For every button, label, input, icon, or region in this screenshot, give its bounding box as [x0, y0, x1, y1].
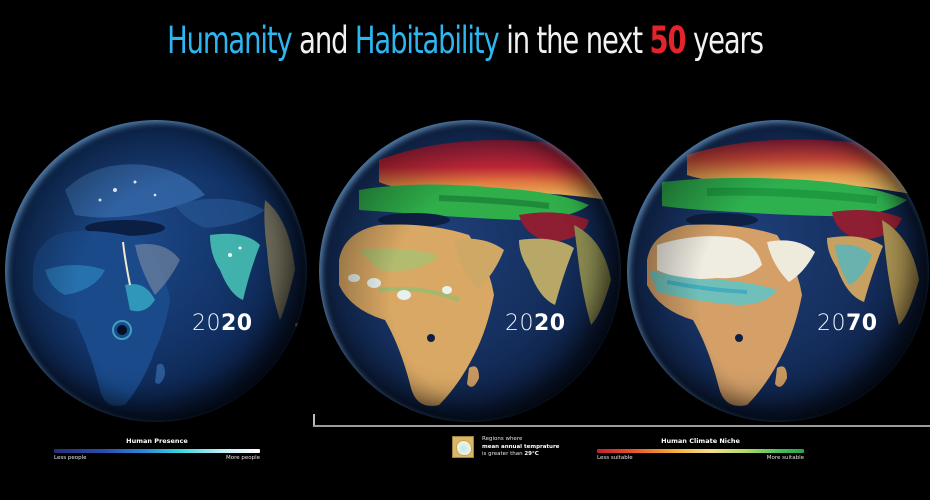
title-word-years: years [685, 19, 764, 62]
legend-low-label: Less suitable [597, 455, 633, 461]
page-title: Humanity and Habitability in the next 50… [121, 18, 809, 64]
year-label-3: 2070 [817, 311, 878, 336]
globe-shading [319, 120, 621, 422]
group-bracket-vertical [313, 414, 315, 426]
title-word-and: and [291, 19, 355, 62]
legend-gradient-bar [597, 449, 804, 453]
legend-high-label: More suitable [766, 455, 804, 461]
globe-human-presence-2020 [5, 120, 307, 422]
group-bracket-horizontal [313, 425, 930, 427]
year-label-1: 2020 [192, 311, 253, 336]
legend-title: Human Climate Niche [661, 437, 740, 445]
globe-rim [319, 120, 621, 422]
hot-region-description: Regions where mean annual temprature is … [482, 436, 560, 457]
year-label-2: 2020 [505, 311, 566, 336]
title-word-habitability: Habitability [354, 19, 500, 62]
globe-climate-niche-2020 [319, 120, 621, 422]
globe-climate-niche-2070 [627, 120, 929, 422]
legend-title: Human Presence [126, 437, 188, 445]
globe-rim [5, 120, 307, 422]
legend-gradient-bar [54, 449, 260, 453]
globe-rim [627, 120, 929, 422]
title-number-50: 50 [649, 19, 687, 62]
legend-low-label: Less people [54, 455, 87, 461]
title-phrase-in-the-next: in the next [498, 19, 650, 62]
globe-shading [5, 120, 307, 422]
hot-region-swatch-icon [452, 436, 474, 458]
title-word-humanity: Humanity [167, 19, 293, 62]
globe-shading [627, 120, 929, 422]
legend-high-label: More people [225, 455, 260, 461]
